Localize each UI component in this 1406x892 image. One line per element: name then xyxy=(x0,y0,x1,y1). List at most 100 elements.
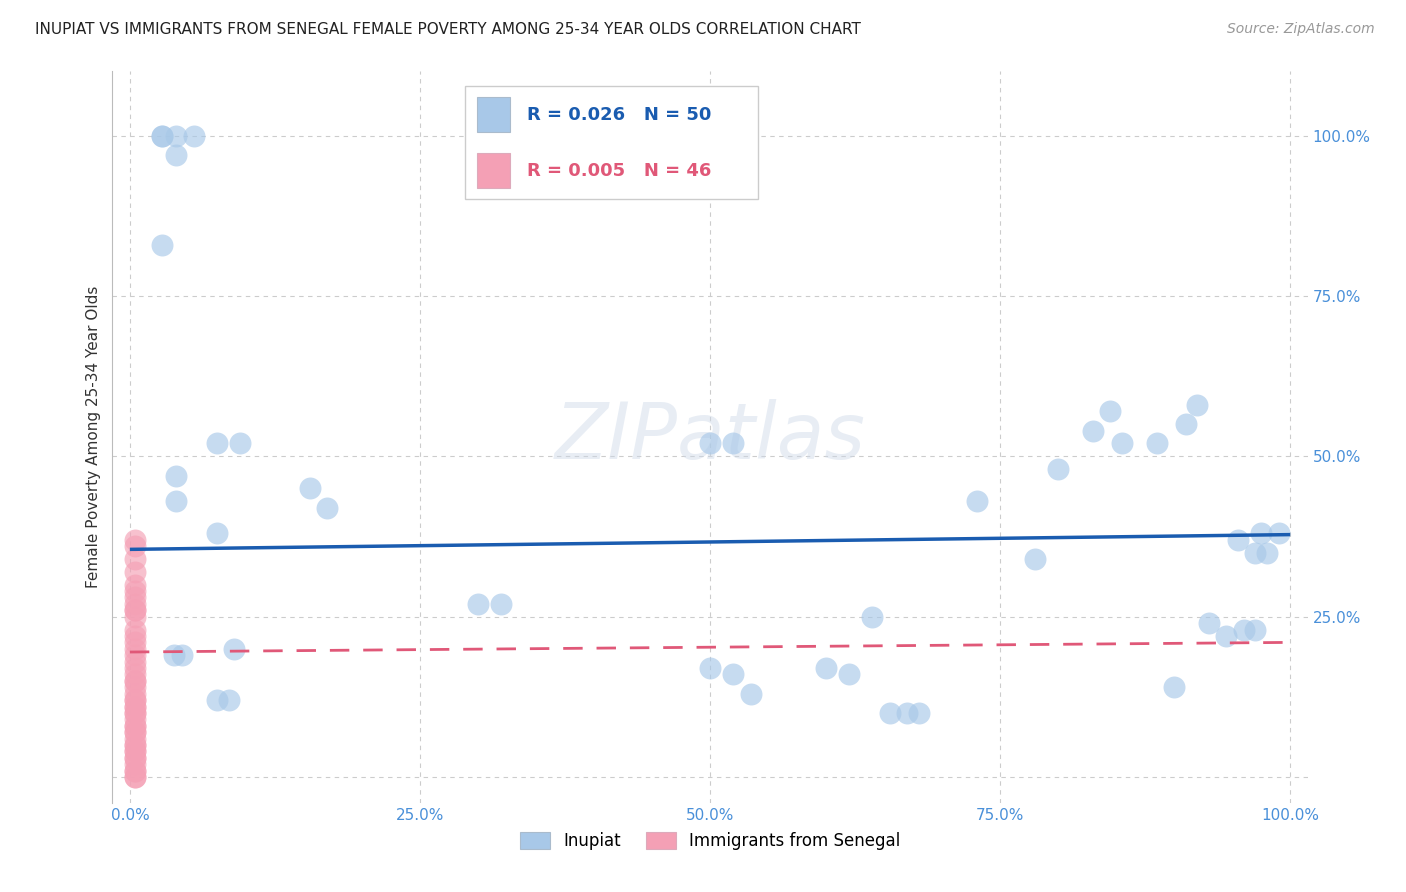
Point xyxy=(124,603,146,617)
Point xyxy=(205,693,228,707)
Point xyxy=(124,693,146,707)
Point xyxy=(165,494,187,508)
Point xyxy=(124,770,146,784)
Point xyxy=(1244,545,1267,559)
Point xyxy=(124,764,146,778)
Point xyxy=(1256,545,1278,559)
Point xyxy=(896,706,918,720)
Point xyxy=(124,744,146,758)
Point xyxy=(1174,417,1197,432)
Point xyxy=(124,681,146,695)
Bar xyxy=(477,153,510,188)
Point xyxy=(124,552,146,566)
Point xyxy=(205,436,228,450)
Point xyxy=(1226,533,1249,547)
Point xyxy=(1233,623,1256,637)
Point xyxy=(124,731,146,746)
Point xyxy=(124,648,146,663)
Point xyxy=(1250,526,1272,541)
Point xyxy=(723,667,745,681)
Point xyxy=(205,526,228,541)
Point xyxy=(124,719,146,733)
Point xyxy=(699,436,721,450)
Point xyxy=(467,597,489,611)
Point xyxy=(124,667,146,681)
Point xyxy=(165,128,187,143)
Text: R = 0.005   N = 46: R = 0.005 N = 46 xyxy=(527,161,711,180)
FancyBboxPatch shape xyxy=(465,86,758,200)
Point xyxy=(124,597,146,611)
Point xyxy=(124,687,146,701)
Point xyxy=(908,706,931,720)
Point xyxy=(124,738,146,752)
Point xyxy=(1111,436,1133,450)
Legend: Inupiat, Immigrants from Senegal: Inupiat, Immigrants from Senegal xyxy=(513,825,907,856)
Point xyxy=(224,641,246,656)
Point xyxy=(699,661,721,675)
Point xyxy=(862,609,884,624)
Point xyxy=(124,706,146,720)
Point xyxy=(1215,629,1237,643)
Point xyxy=(150,128,173,143)
Point xyxy=(124,757,146,772)
Point xyxy=(815,661,838,675)
Point xyxy=(1047,462,1070,476)
Point xyxy=(124,693,146,707)
Point xyxy=(124,565,146,579)
Point xyxy=(163,648,186,663)
Point xyxy=(124,641,146,656)
Point xyxy=(124,725,146,739)
Text: Source: ZipAtlas.com: Source: ZipAtlas.com xyxy=(1227,22,1375,37)
Point xyxy=(124,609,146,624)
Point xyxy=(183,128,205,143)
Point xyxy=(124,719,146,733)
Point xyxy=(723,436,745,450)
Point xyxy=(298,482,321,496)
Point xyxy=(124,751,146,765)
Point xyxy=(124,673,146,688)
Point xyxy=(316,500,339,515)
Point xyxy=(1198,616,1220,631)
Point xyxy=(966,494,988,508)
Y-axis label: Female Poverty Among 25-34 Year Olds: Female Poverty Among 25-34 Year Olds xyxy=(86,286,101,588)
Point xyxy=(124,533,146,547)
Text: INUPIAT VS IMMIGRANTS FROM SENEGAL FEMALE POVERTY AMONG 25-34 YEAR OLDS CORRELAT: INUPIAT VS IMMIGRANTS FROM SENEGAL FEMAL… xyxy=(35,22,860,37)
Point xyxy=(124,629,146,643)
Point xyxy=(124,584,146,599)
Point xyxy=(1267,526,1289,541)
Point xyxy=(1081,424,1104,438)
Point xyxy=(489,597,512,611)
Point xyxy=(124,764,146,778)
Point xyxy=(124,603,146,617)
Point xyxy=(124,655,146,669)
Point xyxy=(1163,681,1185,695)
Point xyxy=(124,744,146,758)
Point xyxy=(879,706,901,720)
Point xyxy=(165,468,187,483)
Point xyxy=(838,667,860,681)
Point xyxy=(124,661,146,675)
Point xyxy=(124,577,146,591)
Point xyxy=(124,699,146,714)
Point xyxy=(165,148,187,162)
Point xyxy=(1146,436,1168,450)
Bar xyxy=(477,97,510,132)
Point xyxy=(124,725,146,739)
Point xyxy=(1024,552,1046,566)
Point xyxy=(124,539,146,553)
Point xyxy=(124,751,146,765)
Point xyxy=(740,687,762,701)
Text: R = 0.026   N = 50: R = 0.026 N = 50 xyxy=(527,105,711,123)
Text: ZIPatlas: ZIPatlas xyxy=(554,399,866,475)
Point xyxy=(229,436,252,450)
Point xyxy=(150,237,173,252)
Point xyxy=(124,635,146,649)
Point xyxy=(1244,623,1267,637)
Point xyxy=(124,712,146,726)
Point xyxy=(150,128,173,143)
Point xyxy=(124,738,146,752)
Point xyxy=(124,623,146,637)
Point xyxy=(1187,398,1209,412)
Point xyxy=(124,591,146,605)
Point xyxy=(218,693,240,707)
